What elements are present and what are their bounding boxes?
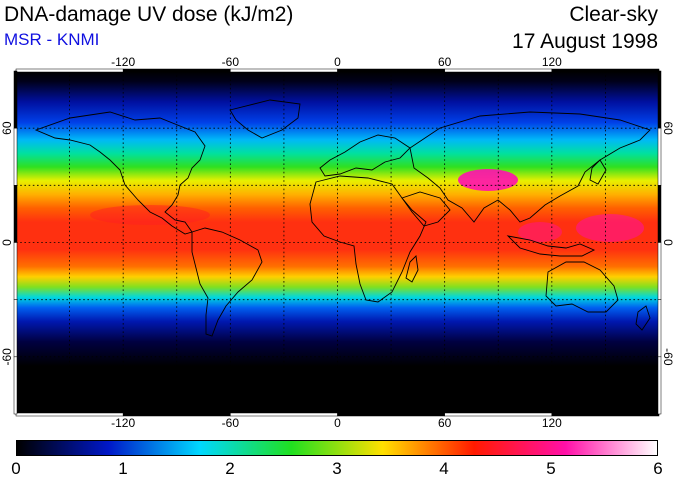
- lon-labels-bottom: -120 -60 0 60 120: [111, 416, 562, 430]
- lon-tick-label: 120: [542, 416, 562, 430]
- coastlines: [34, 99, 651, 337]
- frame-ticks: [13, 68, 662, 417]
- frame-tick-right: [657, 356, 662, 415]
- frame-tick-right: [657, 70, 662, 129]
- africa-coast: [309, 175, 427, 303]
- frame-tick-right: [657, 185, 662, 243]
- frame-tick-left: [13, 356, 18, 415]
- uv-dose-map: -120 -60 0 60 120 -120 -60 0 60 120 60 0 -60 60 0 -6…: [0, 55, 675, 430]
- madagascar-coast: [405, 255, 419, 283]
- lon-tick-label: 0: [334, 55, 341, 69]
- lon-tick-label: -120: [111, 55, 135, 69]
- lat-labels-left: 60 0 -60: [0, 121, 14, 365]
- colorbar-tick-label: 2: [225, 459, 235, 478]
- colorbar-tick-label: 1: [118, 459, 128, 478]
- lat-tick-label: -60: [661, 348, 675, 366]
- atlantic-high-dose-patch: [90, 205, 210, 225]
- data-source: MSR - KNMI: [4, 30, 100, 49]
- lon-tick-label: 60: [438, 55, 452, 69]
- colorbar-tick-label: 6: [653, 459, 663, 478]
- lon-tick-label: 60: [438, 416, 452, 430]
- lon-tick-label: 0: [334, 416, 341, 430]
- pacific-high-dose-patch: [576, 214, 644, 242]
- asia-coast: [409, 111, 651, 223]
- lat-tick-label: 60: [0, 121, 14, 135]
- frame-tick-top: [337, 68, 445, 73]
- frame-tick-left: [13, 70, 18, 129]
- greenland-coast: [229, 99, 301, 139]
- frame-tick-right: [657, 127, 662, 186]
- frame-tick-right: [657, 299, 662, 358]
- lon-tick-label: -60: [222, 416, 240, 430]
- colorbar-tick-label: 3: [332, 459, 342, 478]
- frame-tick-left: [13, 185, 18, 243]
- frame-tick-bottom: [444, 412, 553, 417]
- frame-tick-left: [13, 127, 18, 186]
- frame-tick-bottom: [337, 412, 445, 417]
- lat-labels-right: 60 0 -60: [661, 121, 675, 365]
- lon-tick-label: -120: [111, 416, 135, 430]
- frame-tick-bottom: [122, 412, 231, 417]
- frame-tick-top: [122, 68, 231, 73]
- new-zealand-coast: [635, 305, 651, 331]
- lat-tick-label: 60: [661, 121, 675, 135]
- colorbar-tick-label: 5: [546, 459, 556, 478]
- frame-tick-left: [13, 242, 18, 300]
- lat-tick-label: 0: [0, 239, 14, 246]
- frame-tick-top: [230, 68, 338, 73]
- europe-coast: [319, 134, 411, 177]
- colorbar-tick-label: 0: [11, 459, 21, 478]
- tibet-high-dose-patch: [458, 169, 518, 191]
- japan-coast: [589, 159, 607, 185]
- colorbar-tick-label: 4: [439, 459, 449, 478]
- lat-tick-label: 0: [661, 239, 675, 246]
- lat-tick-label: -60: [0, 348, 14, 366]
- arabia-coast: [401, 191, 451, 227]
- lon-tick-label: -60: [222, 55, 240, 69]
- frame-tick-top: [15, 68, 124, 73]
- frame-tick-bottom: [551, 412, 660, 417]
- sky-condition: Clear-sky: [569, 3, 658, 26]
- south-america-coast: [191, 227, 263, 337]
- map-title: DNA-damage UV dose (kJ/m2): [4, 3, 294, 26]
- frame-tick-bottom: [230, 412, 338, 417]
- map-date: 17 August 1998: [512, 30, 658, 53]
- frame-tick-right: [657, 242, 662, 300]
- lon-tick-label: 120: [542, 55, 562, 69]
- north-america-coast: [34, 111, 206, 235]
- frame-tick-left: [13, 299, 18, 358]
- graticule: [16, 71, 659, 414]
- colorbar: [16, 440, 658, 456]
- maritime-high-dose-patch: [518, 222, 562, 242]
- lon-labels-top: -120 -60 0 60 120: [111, 55, 562, 69]
- frame-tick-top: [444, 68, 553, 73]
- indonesia-coast: [506, 235, 596, 257]
- frame-tick-top: [551, 68, 660, 73]
- australia-coast: [545, 261, 619, 313]
- frame-tick-bottom: [15, 412, 124, 417]
